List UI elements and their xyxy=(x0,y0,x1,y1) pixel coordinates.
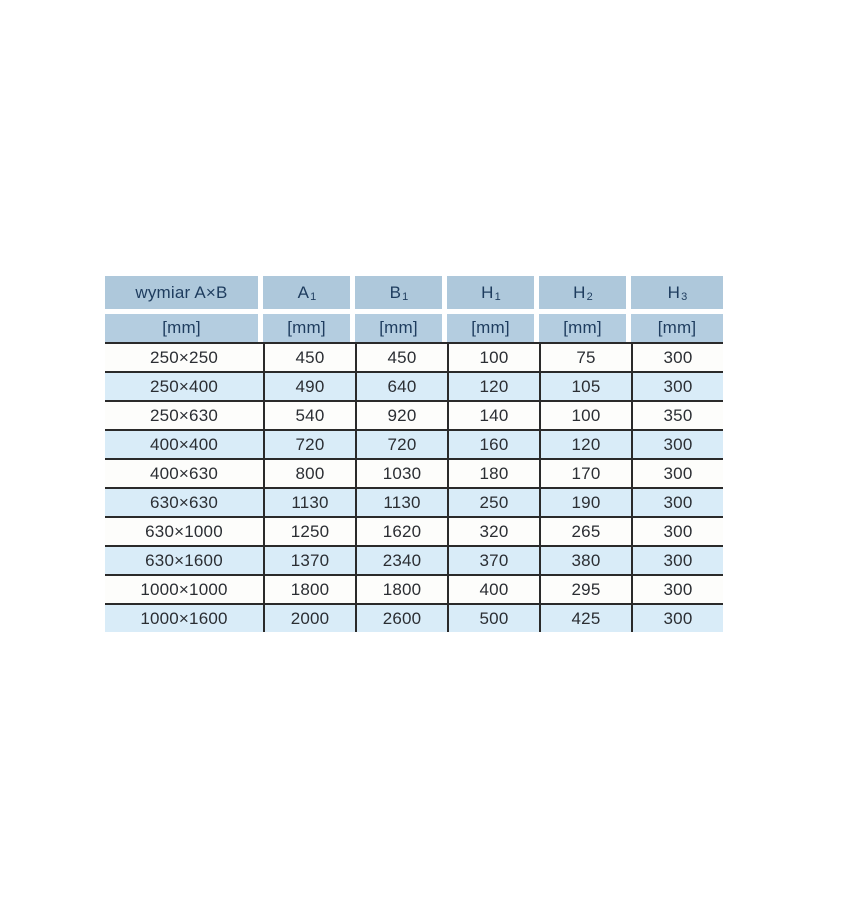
cell-h1: 180 xyxy=(447,458,539,487)
cell-h3: 300 xyxy=(631,458,723,487)
header-wymiar-axb: wymiar A×B xyxy=(105,276,263,309)
unit-cell: [mm] xyxy=(539,309,631,342)
cell-h2: 380 xyxy=(539,545,631,574)
cell-h3: 350 xyxy=(631,400,723,429)
cell-dim: 1000×1600 xyxy=(105,603,263,632)
cell-h1: 160 xyxy=(447,429,539,458)
cell-a1: 540 xyxy=(263,400,355,429)
cell-a1: 1250 xyxy=(263,516,355,545)
cell-h1: 370 xyxy=(447,545,539,574)
cell-h2: 170 xyxy=(539,458,631,487)
cell-h2: 105 xyxy=(539,371,631,400)
cell-b1: 1800 xyxy=(355,574,447,603)
cell-a1: 450 xyxy=(263,342,355,371)
unit-cell: [mm] xyxy=(263,309,355,342)
cell-h3: 300 xyxy=(631,371,723,400)
cell-a1: 720 xyxy=(263,429,355,458)
cell-dim: 630×630 xyxy=(105,487,263,516)
cell-h1: 140 xyxy=(447,400,539,429)
header-h2-subscript: 2 xyxy=(586,291,593,303)
cell-h2: 75 xyxy=(539,342,631,371)
cell-a1: 800 xyxy=(263,458,355,487)
header-h2-label: H xyxy=(573,282,586,302)
unit-cell: [mm] xyxy=(447,309,539,342)
cell-h1: 100 xyxy=(447,342,539,371)
cell-dim: 250×630 xyxy=(105,400,263,429)
header-h3-subscript: 3 xyxy=(681,291,688,303)
cell-b1: 2340 xyxy=(355,545,447,574)
unit-cell: [mm] xyxy=(355,309,447,342)
cell-dim: 630×1000 xyxy=(105,516,263,545)
cell-a1: 1130 xyxy=(263,487,355,516)
cell-h3: 300 xyxy=(631,574,723,603)
cell-b1: 1130 xyxy=(355,487,447,516)
cell-b1: 640 xyxy=(355,371,447,400)
cell-b1: 1620 xyxy=(355,516,447,545)
cell-h1: 120 xyxy=(447,371,539,400)
header-h1-subscript: 1 xyxy=(494,291,501,303)
cell-h3: 300 xyxy=(631,342,723,371)
cell-h2: 190 xyxy=(539,487,631,516)
cell-dim: 250×250 xyxy=(105,342,263,371)
header-h3-label: H xyxy=(667,282,681,302)
header-b1-label: B xyxy=(389,282,402,302)
cell-h1: 400 xyxy=(447,574,539,603)
cell-a1: 1370 xyxy=(263,545,355,574)
cell-dim: 400×630 xyxy=(105,458,263,487)
cell-h2: 295 xyxy=(539,574,631,603)
cell-a1: 2000 xyxy=(263,603,355,632)
cell-b1: 920 xyxy=(355,400,447,429)
cell-a1: 490 xyxy=(263,371,355,400)
header-b1-subscript: 1 xyxy=(402,291,409,303)
header-a1-label: A xyxy=(297,282,310,302)
cell-h1: 500 xyxy=(447,603,539,632)
cell-h2: 120 xyxy=(539,429,631,458)
cell-dim: 250×400 xyxy=(105,371,263,400)
cell-h2: 425 xyxy=(539,603,631,632)
cell-b1: 1030 xyxy=(355,458,447,487)
cell-h2: 265 xyxy=(539,516,631,545)
header-a1-subscript: 1 xyxy=(310,291,317,303)
cell-a1: 1800 xyxy=(263,574,355,603)
cell-h3: 300 xyxy=(631,487,723,516)
cell-b1: 2600 xyxy=(355,603,447,632)
cell-h2: 100 xyxy=(539,400,631,429)
cell-h3: 300 xyxy=(631,603,723,632)
cell-dim: 400×400 xyxy=(105,429,263,458)
header-h1-label: H xyxy=(481,282,494,302)
unit-cell: [mm] xyxy=(105,309,263,342)
cell-b1: 450 xyxy=(355,342,447,371)
cell-h3: 300 xyxy=(631,429,723,458)
cell-h1: 320 xyxy=(447,516,539,545)
cell-h3: 300 xyxy=(631,516,723,545)
cell-h1: 250 xyxy=(447,487,539,516)
cell-h3: 300 xyxy=(631,545,723,574)
cell-dim: 630×1600 xyxy=(105,545,263,574)
cell-b1: 720 xyxy=(355,429,447,458)
cell-dim: 1000×1000 xyxy=(105,574,263,603)
unit-cell: [mm] xyxy=(631,309,723,342)
